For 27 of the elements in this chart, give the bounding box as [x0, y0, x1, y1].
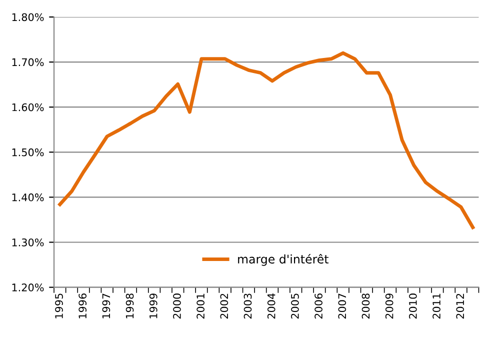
y-tick-label: 1.20%: [12, 284, 44, 292]
x-tick-label: 2008: [362, 294, 370, 319]
x-tick-label: 1999: [149, 294, 158, 318]
x-tick-label: 2010: [408, 294, 417, 319]
x-tick-label: 2004: [267, 293, 276, 319]
x-tick-label: 2009: [385, 294, 394, 319]
x-tick-label: 2012: [456, 294, 464, 319]
x-tick-label: 2005: [291, 294, 299, 319]
x-tick-label: 1995: [55, 294, 63, 318]
y-tick-label: 1.30%: [12, 238, 44, 246]
y-tick-label: 1.80%: [12, 13, 44, 22]
x-tick-label: 2001: [196, 294, 205, 319]
y-tick-label: 1.50%: [12, 148, 44, 156]
y-tick-label: 1.70%: [12, 58, 44, 66]
x-tick-label: 2002: [220, 294, 228, 319]
legend-label: marge d'intérêt: [238, 254, 328, 266]
x-tick-label: 2011: [432, 294, 440, 319]
y-tick-label: 1.60%: [12, 103, 44, 112]
x-tick-label: 2006: [314, 294, 322, 319]
x-tick-label: 2007: [338, 294, 346, 319]
x-tick-label: 2003: [244, 294, 252, 319]
x-tick-label: 1998: [126, 294, 134, 318]
x-tick-label: 2000: [173, 294, 181, 319]
x-tick-label: 1997: [102, 294, 110, 318]
x-tick-label: 1996: [78, 294, 87, 318]
y-tick-label: 1.40%: [12, 193, 44, 202]
line-series: [58, 51, 475, 230]
